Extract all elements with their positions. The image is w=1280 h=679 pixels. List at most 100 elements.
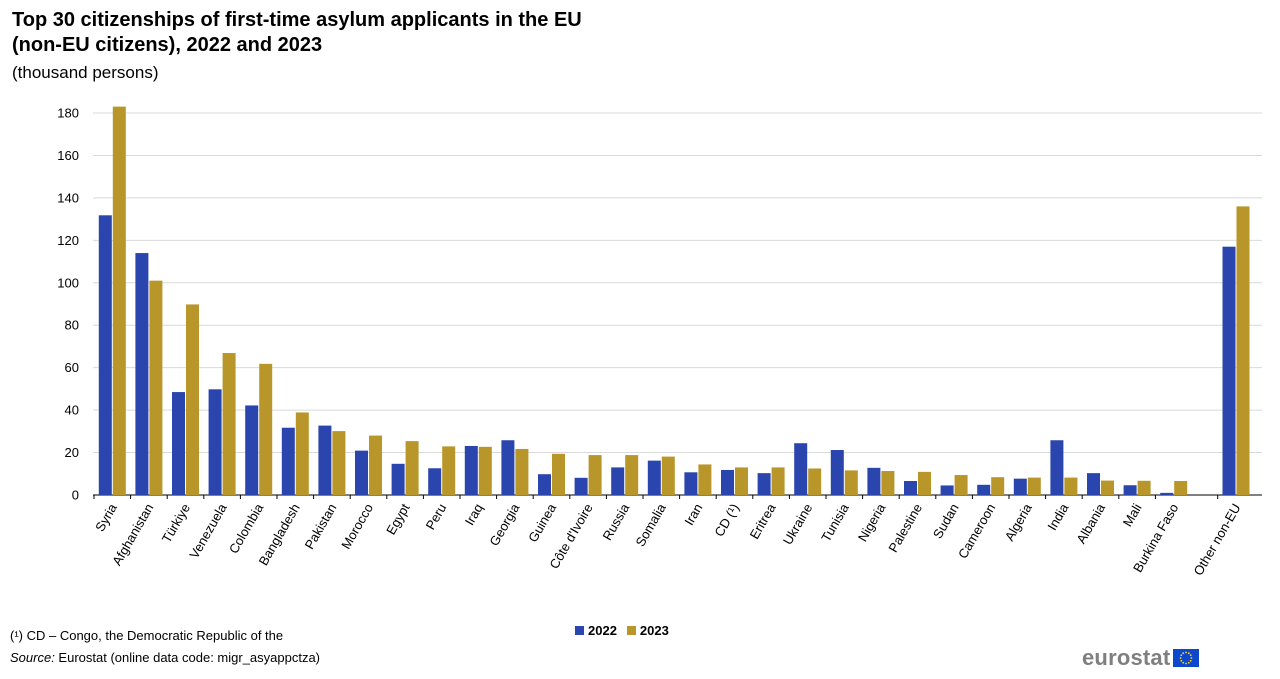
- y-tick-label: 20: [65, 445, 79, 460]
- source-note: Source: Eurostat (online data code: migr…: [10, 650, 320, 665]
- bar-2023-2: [186, 304, 199, 495]
- x-category-label: Türkiye: [159, 501, 193, 545]
- bar-2022-24: [977, 484, 991, 495]
- x-category-label: Venezuela: [186, 500, 230, 561]
- bar-2022-16: [684, 472, 698, 495]
- bar-2022-30: [1222, 246, 1236, 495]
- bar-2023-26: [1064, 477, 1078, 495]
- bar-2023-10: [478, 446, 492, 495]
- bar-2023-23: [954, 475, 968, 495]
- x-category-label: Eritrea: [747, 500, 780, 541]
- y-tick-label: 0: [72, 488, 79, 503]
- x-category-label: Tunisia: [818, 500, 852, 544]
- bar-2023-7: [369, 435, 382, 495]
- x-category-label: Iran: [681, 501, 705, 528]
- x-category-label: Other non-EU: [1191, 501, 1244, 578]
- bar-2023-18: [771, 467, 785, 495]
- bar-2022-7: [355, 450, 368, 495]
- bar-2023-14: [625, 455, 639, 495]
- bar-2023-4: [259, 363, 273, 495]
- bar-2023-28: [1137, 480, 1151, 495]
- bar-2023-13: [588, 455, 602, 495]
- bar-2023-9: [442, 446, 456, 495]
- bar-2022-10: [464, 445, 478, 495]
- bar-2023-30: [1236, 206, 1250, 495]
- eu-flag-icon: [1173, 649, 1200, 667]
- legend-label-2023: 2023: [639, 623, 669, 638]
- bar-2022-1: [135, 253, 149, 495]
- x-category-label: Mali: [1120, 501, 1145, 529]
- x-category-label: CD (¹): [711, 501, 742, 539]
- x-category-label: Morocco: [338, 501, 376, 552]
- bar-2022-26: [1050, 440, 1064, 495]
- bar-2023-21: [881, 471, 895, 495]
- bar-2022-6: [318, 425, 332, 495]
- x-category-label: Russia: [599, 500, 632, 543]
- bar-2023-16: [698, 464, 712, 495]
- bar-2022-27: [1087, 473, 1100, 495]
- x-category-label: Guinea: [525, 500, 559, 544]
- chart-title-line1: Top 30 citizenships of first-time asylum…: [12, 9, 582, 31]
- bar-2023-17: [735, 467, 748, 495]
- y-tick-label: 140: [57, 190, 79, 205]
- bar-2023-27: [1101, 480, 1114, 495]
- legend-swatch-2022: [575, 626, 584, 635]
- x-category-label: Cameroon: [955, 501, 998, 561]
- x-category-label: Georgia: [486, 500, 522, 548]
- legend: 2022 2023: [575, 623, 669, 638]
- bar-2022-13: [574, 477, 588, 495]
- legend-item-2023: 2023: [626, 623, 669, 638]
- bar-2023-1: [149, 280, 163, 495]
- bar-2022-15: [647, 460, 661, 495]
- bar-2022-2: [172, 392, 185, 495]
- footnote: (¹) CD – Congo, the Democratic Republic …: [10, 628, 284, 643]
- x-category-label: Syria: [92, 500, 120, 534]
- y-tick-label: 100: [57, 275, 79, 290]
- bar-2023-0: [112, 106, 126, 495]
- bar-2022-21: [867, 467, 881, 495]
- bar-2022-14: [611, 467, 625, 495]
- x-category-label: Egypt: [383, 501, 413, 538]
- bar-2022-17: [721, 469, 734, 495]
- bar-2022-12: [538, 474, 551, 495]
- bar-2023-11: [515, 448, 529, 495]
- source-label: Source:: [10, 650, 55, 665]
- bar-2023-3: [222, 353, 236, 495]
- y-tick-label: 60: [65, 360, 79, 375]
- bar-2023-22: [918, 471, 931, 495]
- bar-2023-6: [332, 431, 346, 495]
- chart-title: Top 30 citizenships of first-time asylum…: [12, 8, 582, 58]
- bar-2022-28: [1123, 485, 1137, 495]
- bar-2023-20: [844, 470, 858, 495]
- x-category-label: Pakistan: [302, 501, 340, 552]
- x-category-label: Peru: [423, 501, 450, 532]
- bar-2023-24: [991, 477, 1005, 495]
- bar-2023-19: [808, 468, 822, 495]
- bar-2023-12: [552, 453, 565, 495]
- bar-chart: 0 20 40 60 80 100 120 140 160 180 SyriaAfghanista…: [57, 106, 1262, 578]
- bar-2022-29: [1160, 492, 1174, 495]
- source-text: Eurostat (online data code: migr_asyappc…: [54, 650, 321, 665]
- x-category-label: Palestine: [885, 501, 925, 555]
- bar-2022-5: [281, 427, 295, 495]
- x-category-label: Ukraine: [780, 501, 815, 547]
- x-category-label: Sudan: [930, 501, 962, 541]
- bar-2022-4: [245, 405, 259, 495]
- bar-2022-22: [904, 480, 917, 495]
- y-tick-label: 40: [65, 403, 79, 418]
- bar-2023-8: [405, 441, 419, 495]
- logo-text: eurostat: [1082, 645, 1171, 670]
- y-tick-label: 120: [57, 233, 79, 248]
- bar-2023-25: [1027, 477, 1041, 495]
- legend-item-2022: 2022: [575, 623, 617, 638]
- bar-2022-25: [1013, 478, 1027, 495]
- x-category-label: Colombia: [226, 500, 267, 556]
- legend-swatch-2023: [626, 626, 636, 635]
- bar-2022-0: [98, 215, 112, 495]
- y-tick-label: 160: [57, 148, 79, 163]
- chart-title-line2: (non-EU citizens), 2022 and 2023: [12, 34, 323, 56]
- y-tick-label: 80: [65, 318, 79, 333]
- eurostat-logo: eurostat: [1082, 645, 1200, 671]
- chart-subtitle: (thousand persons): [12, 63, 159, 82]
